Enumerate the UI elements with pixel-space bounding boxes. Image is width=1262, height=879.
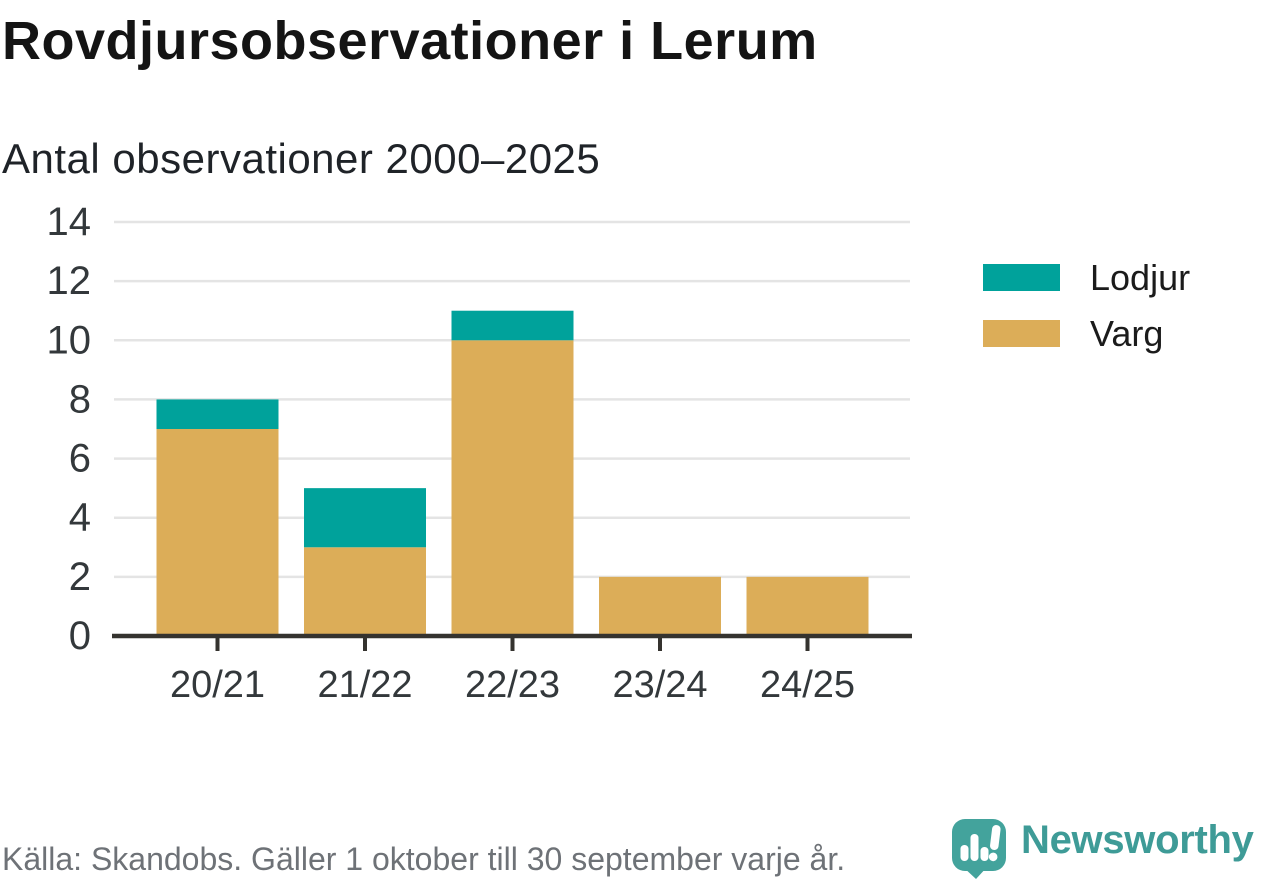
bar-varg-23/24	[599, 576, 721, 636]
y-tick-label: 0	[69, 614, 91, 658]
y-tick-label: 14	[47, 200, 92, 244]
y-tick-label: 12	[47, 259, 92, 303]
source-note: Källa: Skandobs. Gäller 1 oktober till 3…	[2, 841, 846, 877]
y-axis-labels: 0 2 4 6 8 10 12 14	[47, 200, 92, 658]
y-tick-label: 8	[69, 377, 91, 421]
chart-subtitle: Antal observationer 2000–2025	[2, 135, 601, 182]
x-tick-label: 21/22	[317, 664, 412, 706]
bar-varg-22/23	[451, 340, 574, 636]
bar-varg-24/25	[746, 576, 869, 636]
x-tick-label: 23/24	[612, 664, 707, 706]
bar-lodjur-21/22	[304, 488, 426, 548]
x-tick-label: 24/25	[760, 664, 855, 706]
y-tick-label: 6	[69, 437, 91, 481]
bar-varg-21/22	[304, 547, 426, 636]
y-tick-label: 2	[69, 555, 91, 599]
bar-lodjur-22/23	[451, 310, 574, 341]
y-tick-label: 10	[47, 318, 92, 362]
x-tick-label: 22/23	[465, 664, 560, 706]
x-tick-label: 20/21	[170, 664, 265, 706]
chart-title: Rovdjursobservationer i Lerum	[2, 11, 818, 71]
bar-varg-20/21	[156, 429, 279, 636]
x-axis	[112, 633, 912, 651]
bar-lodjur-20/21	[156, 399, 279, 429]
x-axis-labels: 20/21 21/22 22/23 23/24 24/25	[170, 664, 855, 706]
bars	[156, 310, 869, 636]
y-tick-label: 4	[69, 496, 91, 540]
